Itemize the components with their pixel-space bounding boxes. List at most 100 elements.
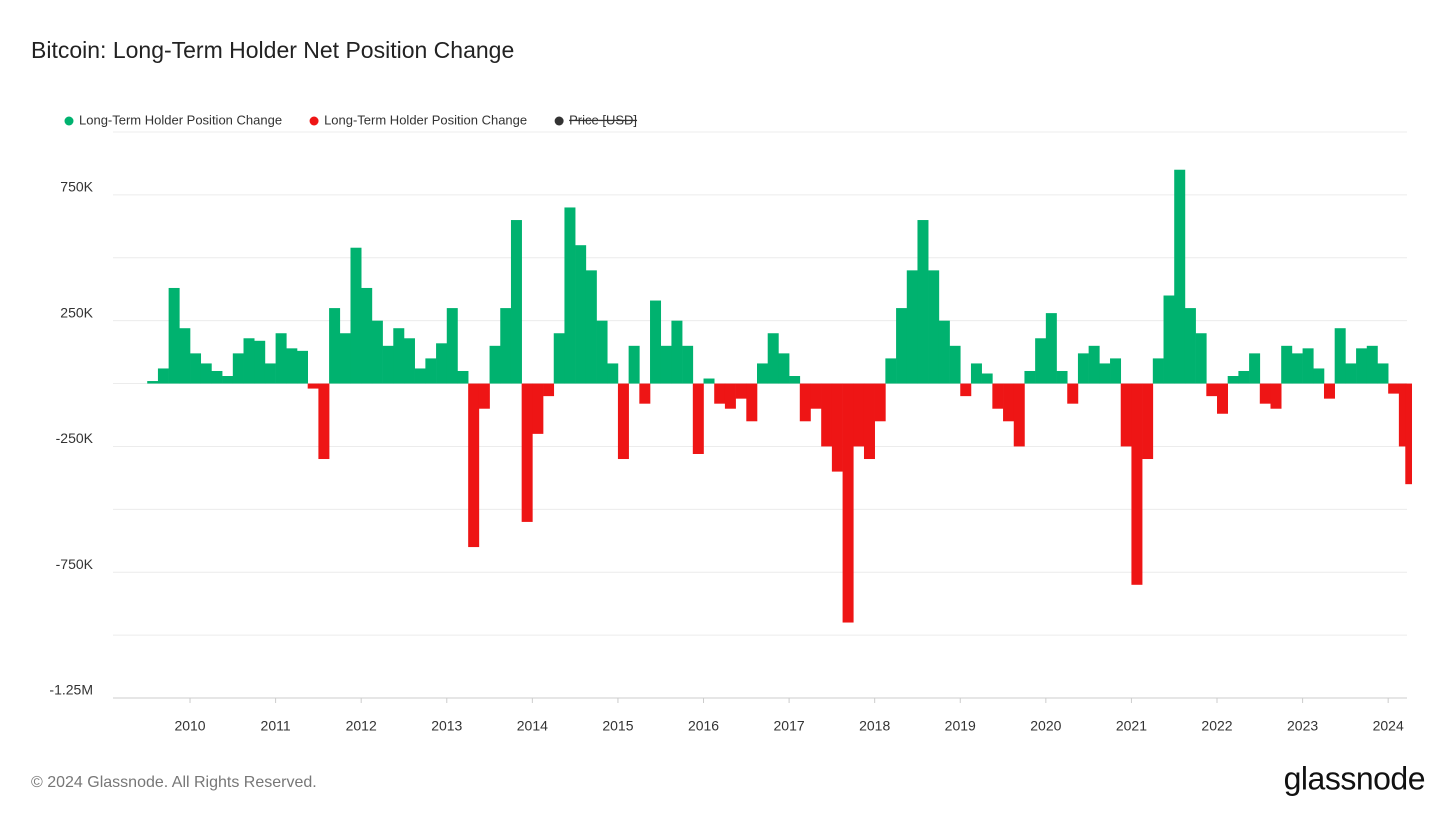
bar [339, 333, 351, 384]
bar [639, 383, 651, 404]
bar [1035, 338, 1047, 384]
bar [682, 345, 694, 384]
bar [1259, 383, 1271, 404]
bar [543, 383, 555, 397]
bar [1227, 376, 1239, 384]
bar [938, 320, 950, 384]
bar [671, 320, 683, 384]
bar [885, 358, 897, 384]
bar [457, 370, 469, 384]
bar [232, 353, 244, 384]
bar [1217, 383, 1229, 414]
bar [585, 270, 597, 384]
bar [147, 381, 159, 384]
x-tick-label: 2024 [1373, 718, 1404, 734]
bar [874, 383, 886, 422]
bar [510, 220, 522, 384]
bar [168, 287, 180, 384]
bar [1366, 345, 1378, 384]
bar [981, 373, 993, 384]
bar [521, 383, 533, 522]
bar [863, 383, 875, 460]
bar [1323, 383, 1335, 399]
bar [853, 383, 865, 447]
bar [264, 363, 276, 384]
bar [628, 345, 640, 384]
x-tick-label: 2018 [859, 718, 890, 734]
x-tick-label: 2022 [1201, 718, 1232, 734]
bar [307, 383, 319, 389]
bar [553, 333, 565, 384]
bar [254, 340, 266, 384]
bar [1270, 383, 1282, 409]
bar [500, 308, 512, 384]
y-tick-label: -250K [56, 430, 94, 446]
bar [778, 353, 790, 384]
bar [735, 383, 747, 399]
bar [906, 270, 918, 384]
x-tick-label: 2017 [774, 718, 805, 734]
legend-label: Price [USD] [569, 112, 637, 127]
bar [831, 383, 843, 472]
bar [382, 345, 394, 384]
bar [329, 308, 341, 384]
bar [446, 308, 458, 384]
x-tick-label: 2010 [174, 718, 205, 734]
bar [928, 270, 940, 384]
bar [1110, 358, 1122, 384]
bar [1249, 353, 1261, 384]
bar [1174, 169, 1186, 384]
bar [1024, 370, 1036, 384]
legend-marker [64, 116, 74, 126]
bar [286, 348, 298, 384]
bar [1238, 370, 1250, 384]
bar [1302, 348, 1314, 384]
bar [1163, 295, 1175, 384]
bar [1398, 383, 1406, 447]
legend-label: Long-Term Holder Position Change [79, 112, 282, 127]
x-tick-label: 2013 [431, 718, 462, 734]
legend-marker [309, 116, 319, 126]
bar [1045, 313, 1057, 384]
bar [746, 383, 758, 422]
x-tick-label: 2012 [346, 718, 377, 734]
bar [1099, 363, 1111, 384]
bar [821, 383, 833, 447]
bar [703, 378, 715, 384]
bar [757, 363, 769, 384]
bar [1388, 383, 1400, 394]
x-tick-label: 2020 [1030, 718, 1061, 734]
bar [1067, 383, 1079, 404]
bar [1056, 370, 1068, 384]
bar [1281, 345, 1293, 384]
bar [436, 343, 448, 384]
x-tick-label: 2011 [261, 718, 291, 734]
x-tick-label: 2016 [688, 718, 719, 734]
y-tick-label: 250K [60, 304, 93, 320]
bar [1077, 353, 1089, 384]
bar [393, 328, 405, 384]
bar [1120, 383, 1132, 447]
bar [350, 247, 362, 384]
bar [650, 300, 662, 384]
bar [917, 220, 929, 384]
bar [970, 363, 982, 384]
bar [478, 383, 490, 409]
bar [468, 383, 480, 548]
footer: © 2024 Glassnode. All Rights Reserved. [31, 774, 317, 791]
bar [660, 345, 672, 384]
bar [361, 287, 373, 384]
bar [1291, 353, 1303, 384]
bar [1345, 363, 1357, 384]
bar [1313, 368, 1325, 384]
bar [714, 383, 726, 404]
bar [243, 338, 255, 384]
bar [179, 328, 191, 384]
bar [1003, 383, 1015, 422]
x-tick-label: 2019 [945, 718, 976, 734]
bar [318, 383, 330, 460]
bar [403, 338, 415, 384]
bar [896, 308, 908, 384]
